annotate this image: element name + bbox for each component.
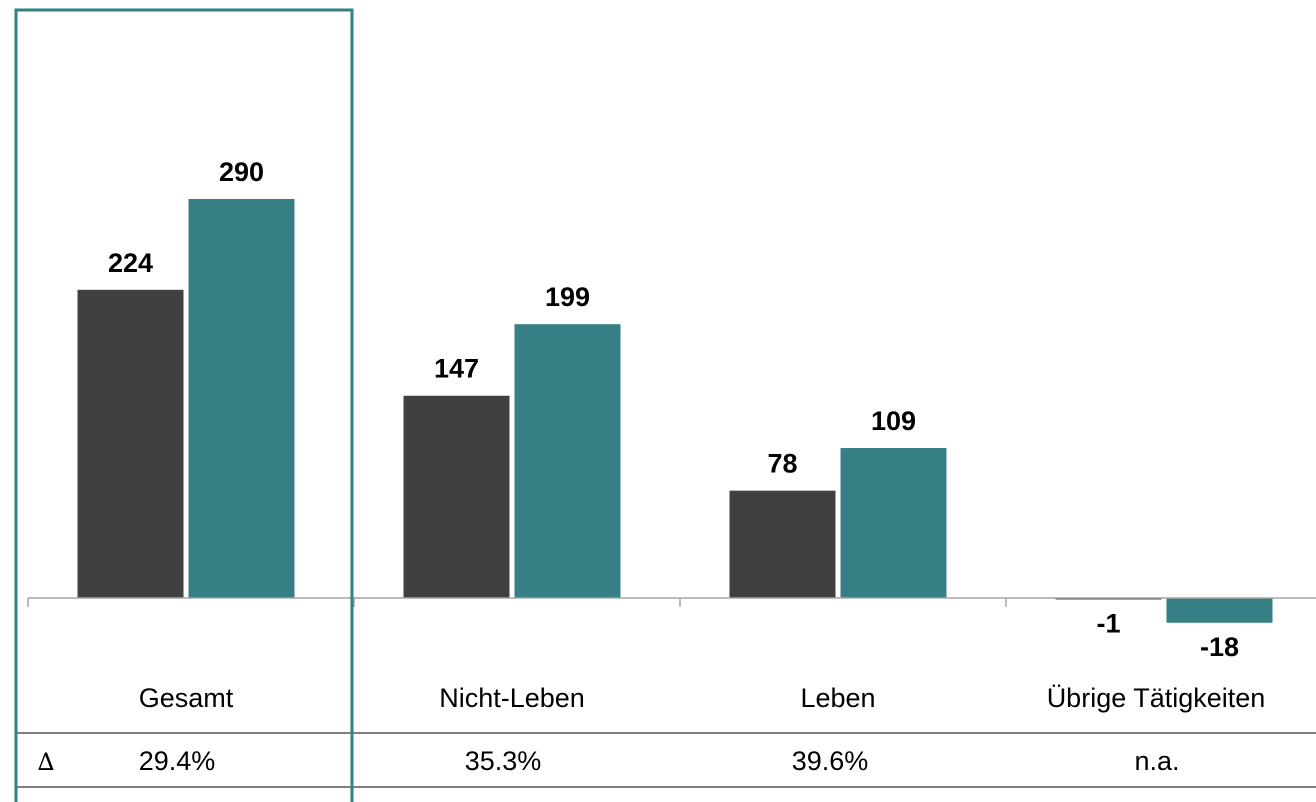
bar-curr-0 bbox=[188, 199, 295, 598]
delta-value-uebrige: n.a. bbox=[1134, 746, 1179, 776]
delta-value-gesamt: 29.4% bbox=[139, 746, 216, 776]
bar-curr-1 bbox=[514, 324, 621, 598]
delta-symbol: ∆ bbox=[38, 748, 55, 776]
bar-curr-3 bbox=[1166, 598, 1273, 623]
value-label-curr-1: 199 bbox=[545, 282, 590, 312]
bar-prev-0 bbox=[77, 289, 184, 598]
value-label-curr-3: -18 bbox=[1200, 632, 1239, 662]
value-labels-group: 224 290 147 199 78 109 -1 -18 bbox=[108, 157, 1239, 662]
value-label-prev-2: 78 bbox=[767, 449, 797, 479]
bars-group bbox=[77, 199, 1273, 623]
value-label-prev-3: -1 bbox=[1096, 608, 1120, 638]
category-label-2: Leben bbox=[800, 683, 875, 713]
value-label-curr-2: 109 bbox=[871, 406, 916, 436]
category-label-0: Gesamt bbox=[139, 683, 234, 713]
x-axis-ticks bbox=[27, 598, 1007, 607]
bar-curr-2 bbox=[840, 448, 947, 598]
bar-prev-2 bbox=[729, 490, 836, 598]
category-label-3: Übrige Tätigkeiten bbox=[1047, 683, 1266, 713]
bar-prev-1 bbox=[403, 395, 510, 598]
category-label-1: Nicht-Leben bbox=[439, 683, 585, 713]
delta-value-nicht-leben: 35.3% bbox=[465, 746, 542, 776]
delta-table: ∆ 29.4% 35.3% 39.6% n.a. bbox=[16, 732, 1316, 788]
delta-value-leben: 39.6% bbox=[792, 746, 869, 776]
value-label-prev-0: 224 bbox=[108, 248, 153, 278]
highlight-frame-gesamt bbox=[14, 8, 354, 802]
category-labels-group: Gesamt Nicht-Leben Leben Übrige Tätigkeiten bbox=[139, 683, 1266, 713]
value-label-curr-0: 290 bbox=[219, 157, 264, 187]
value-label-prev-1: 147 bbox=[434, 354, 479, 384]
